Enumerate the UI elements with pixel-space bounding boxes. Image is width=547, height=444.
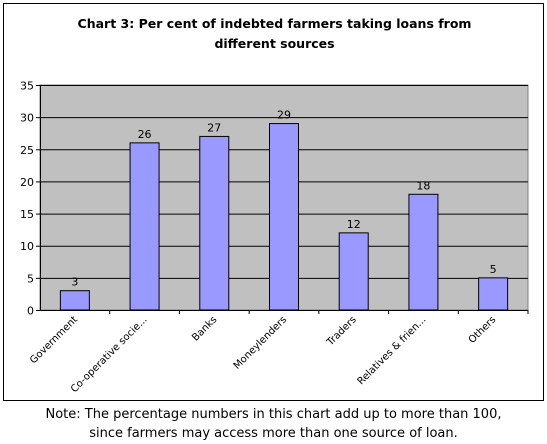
y-tick-label: 5 [27, 272, 34, 285]
x-tick-label: Traders [324, 314, 358, 348]
y-tick-label: 20 [20, 176, 34, 189]
bar-2 [199, 135, 230, 311]
y-tick-label: 0 [27, 305, 34, 318]
x-tick-label: Others [467, 314, 499, 346]
note-line-2: since farmers may access more than one s… [89, 426, 458, 441]
data-label: 12 [347, 218, 361, 231]
bar-4 [338, 232, 369, 311]
x-tick-label: Relatives & frien... [356, 314, 429, 387]
y-tick-label: 30 [20, 112, 34, 125]
y-tick-label: 10 [20, 240, 34, 253]
chart-title-line-2: different sources [214, 36, 335, 51]
note-line-1: Note: The percentage numbers in this cha… [45, 407, 502, 422]
y-tick-label: 25 [20, 144, 34, 157]
data-label: 26 [138, 128, 152, 141]
data-label: 27 [207, 121, 221, 134]
x-tick-label: Banks [190, 314, 219, 343]
data-label: 18 [416, 179, 430, 192]
x-tick-label: Moneylenders [232, 314, 289, 371]
bar-5 [408, 193, 439, 311]
data-label: 3 [71, 276, 78, 289]
bar-chart: 0 5 10 15 20 25 30 35 3 Government 26 Co-operative … [20, 80, 529, 395]
bar-1 [129, 142, 160, 311]
y-tick-label: 35 [20, 80, 34, 93]
bar-0 [59, 290, 90, 311]
bar-6 [478, 277, 509, 311]
chart-note: Note: The percentage numbers in this cha… [0, 405, 547, 443]
chart-title-line-1: Chart 3: Per cent of indebted farmers ta… [77, 16, 472, 31]
bar-3 [269, 123, 299, 311]
chart-title: Chart 3: Per cent of indebted farmers ta… [4, 14, 545, 54]
x-tick-label: Government [28, 314, 80, 366]
data-label: 29 [277, 109, 291, 122]
data-label: 5 [490, 263, 497, 276]
y-tick-label: 15 [20, 208, 34, 221]
x-tick-label: Co-operative socie... [69, 314, 150, 395]
